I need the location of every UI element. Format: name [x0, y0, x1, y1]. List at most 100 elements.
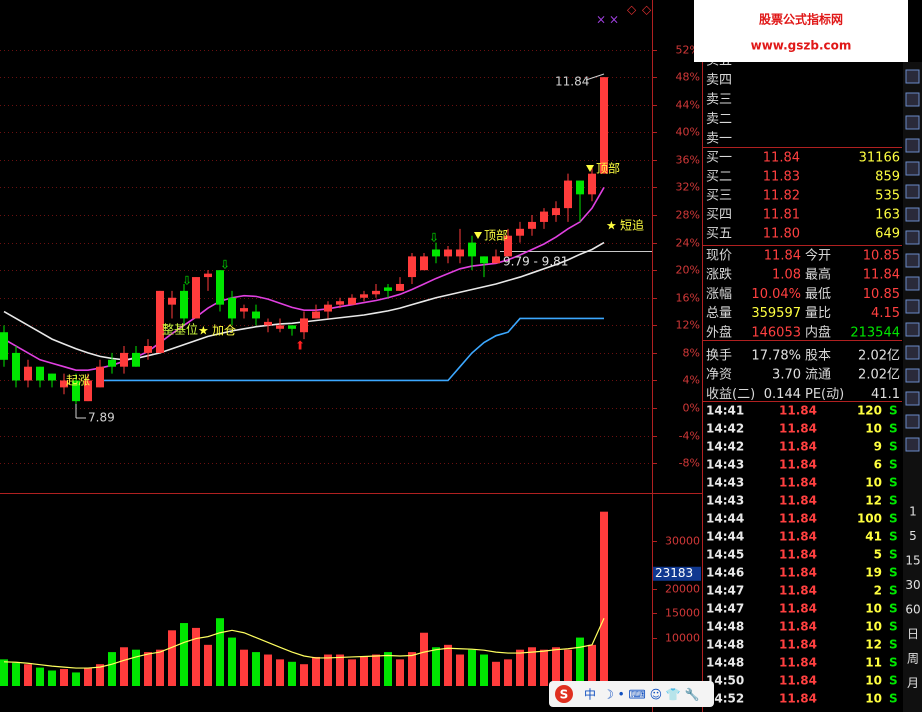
- period-button[interactable]: 60: [905, 603, 920, 617]
- ime-mode[interactable]: 中: [584, 687, 596, 702]
- tick-price: 11.84: [779, 494, 817, 508]
- period-button[interactable]: 5: [909, 529, 917, 543]
- volume-bar: [204, 644, 212, 686]
- volume-bar: [24, 664, 32, 686]
- tick-price: 11.84: [779, 422, 817, 436]
- volume-bar: [264, 654, 272, 686]
- period-button[interactable]: 周: [907, 652, 919, 666]
- candle-body: [132, 352, 140, 367]
- y-tick-label: -4%: [679, 430, 700, 443]
- volume-bar: [276, 659, 284, 686]
- buy-volume: 859: [875, 170, 900, 185]
- period-button[interactable]: 30: [905, 578, 920, 592]
- y-tick-label: 48%: [676, 71, 700, 84]
- candle-body: [324, 304, 332, 312]
- tick-volume: 19: [865, 566, 882, 580]
- cursor-value: 23183: [655, 566, 693, 580]
- ime-logo[interactable]: [555, 685, 573, 703]
- y-tick-label: 4%: [683, 374, 700, 387]
- toolbar: [903, 62, 922, 712]
- candle-body: [348, 297, 356, 305]
- candle-body: [396, 283, 404, 291]
- quote-label: 最低: [805, 287, 831, 302]
- tick-side: S: [889, 620, 898, 634]
- tick-volume: 9: [874, 440, 882, 454]
- tick-price: 11.84: [779, 656, 817, 670]
- y-tick-label: 28%: [676, 209, 700, 222]
- candle-body: [180, 290, 188, 319]
- candle-body: [360, 294, 368, 298]
- tool-icon: [905, 69, 920, 84]
- tool-icon: [905, 368, 920, 383]
- ime-icon[interactable]: ☽ • ⌨ ☺ 👕 🔧: [603, 687, 700, 702]
- volume-bar: [372, 654, 380, 686]
- quote-label: 股本: [805, 349, 831, 364]
- volume-bar: [36, 667, 44, 686]
- tool-icon: [905, 437, 920, 452]
- annotation: 整基位: [162, 322, 198, 337]
- candle-body: [48, 373, 56, 381]
- arrow-icon: ⬆: [295, 339, 305, 353]
- buy-price: 11.83: [763, 170, 800, 185]
- annotation: 9.79 - 9.81: [503, 255, 568, 269]
- volume-bar: [336, 654, 344, 686]
- tool-icon: [905, 276, 920, 291]
- volume-bar: [588, 644, 596, 686]
- tick-price: 11.84: [779, 584, 817, 598]
- marker-icon: ◇: [627, 3, 637, 17]
- candle-body: [468, 242, 476, 257]
- volume-bar: [132, 649, 140, 686]
- quote-label: 流通: [805, 368, 831, 383]
- quote-label: 现价: [706, 249, 732, 264]
- annotation: 加仓: [212, 324, 236, 338]
- tool-icon: [905, 345, 920, 360]
- candle-body: [252, 311, 260, 319]
- volume-bar: [180, 623, 188, 686]
- tick-volume: 10: [865, 674, 882, 688]
- tool-icon: [905, 230, 920, 245]
- tick-time: 14:52: [706, 692, 744, 706]
- volume-bar: [288, 661, 296, 686]
- candle-body: [420, 256, 428, 271]
- candle-body: [552, 208, 560, 216]
- tick-side: S: [889, 512, 898, 526]
- y-tick-label: 8%: [683, 347, 700, 360]
- tick-volume: 10: [865, 422, 882, 436]
- tick-time: 14:48: [706, 638, 744, 652]
- arrow-icon: ⇩: [182, 274, 192, 288]
- tick-time: 14:50: [706, 674, 744, 688]
- volume-pane: 10000 15000 20000 30000 23183: [0, 511, 701, 686]
- tool-icon: [905, 414, 920, 429]
- y-tick-label: 12%: [676, 319, 700, 332]
- volume-bar: [312, 656, 320, 686]
- tick-side: S: [889, 656, 898, 670]
- candle-body: [576, 180, 584, 195]
- tick-volume: 5: [874, 548, 882, 562]
- candle-body: [564, 180, 572, 209]
- tick-side: S: [889, 530, 898, 544]
- annotation: 起涨: [66, 373, 90, 388]
- volume-bar: [144, 652, 152, 686]
- volume-bar: [84, 667, 92, 686]
- period-button[interactable]: 15: [905, 554, 920, 568]
- y-tick-label: 16%: [676, 292, 700, 305]
- volume-bar: [348, 659, 356, 686]
- period-button[interactable]: 1: [909, 505, 917, 519]
- candle-body: [492, 256, 500, 264]
- period-button[interactable]: 月: [907, 676, 919, 690]
- tick-price: 11.84: [779, 404, 817, 418]
- indicator-line: [100, 317, 604, 382]
- tick-time: 14:43: [706, 494, 744, 508]
- candle-body: [84, 380, 92, 402]
- quote-value: 41.1: [871, 387, 900, 402]
- tool-icon: [905, 92, 920, 107]
- volume-bar: [384, 652, 392, 686]
- period-button[interactable]: 日: [907, 627, 919, 641]
- quote-value: 17.78%: [751, 349, 801, 364]
- volume-bar: [48, 670, 56, 686]
- volume-bar: [420, 632, 428, 686]
- annotation: 7.89: [88, 411, 115, 425]
- quote-label: 总量: [706, 306, 732, 321]
- volume-bar: [0, 659, 8, 686]
- y-tick-label: 32%: [676, 181, 700, 194]
